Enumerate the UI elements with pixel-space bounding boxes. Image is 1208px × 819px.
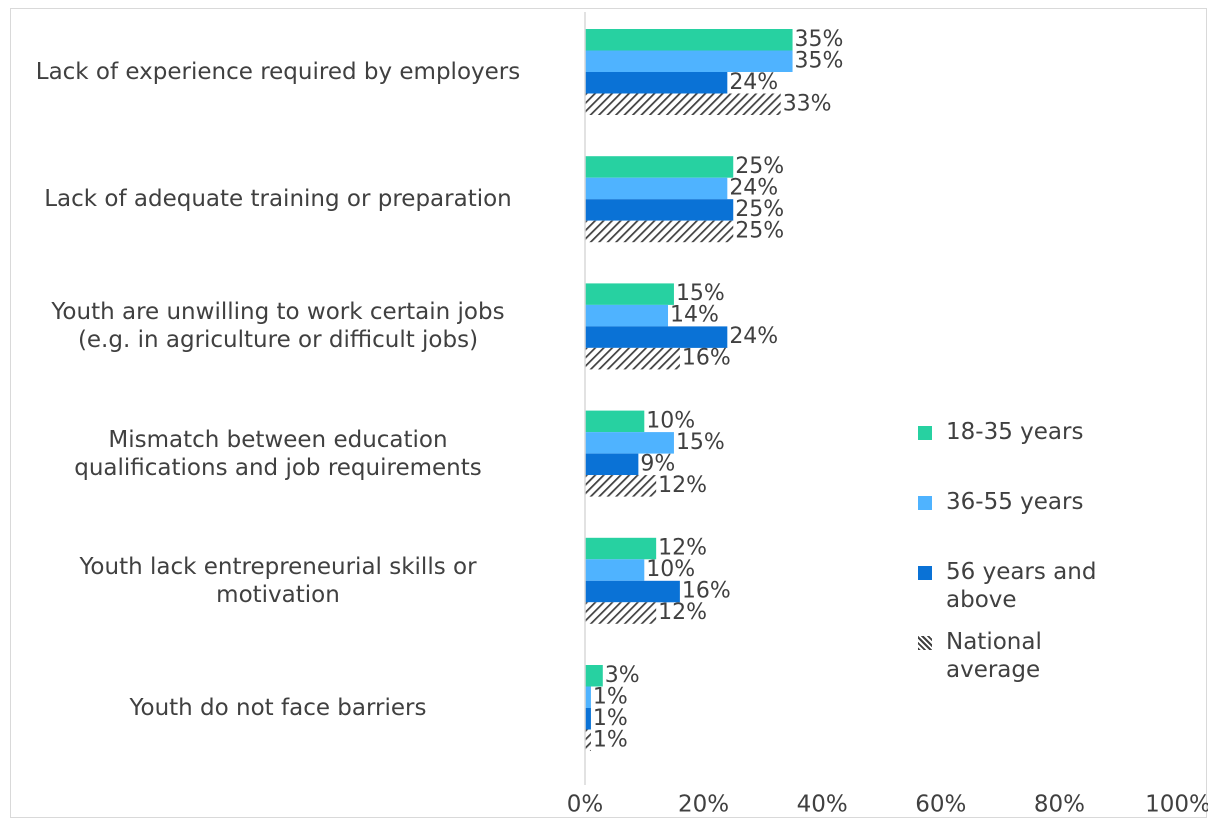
x-tick-label-80: 80% (1034, 792, 1085, 818)
bar-56-years-and-above-5 (585, 580, 680, 603)
bar-56-years-and-above-1 (585, 72, 728, 94)
category-label-line: qualifications and job requirements (74, 454, 482, 481)
value-label-national-average-5: 12% (658, 600, 707, 625)
value-labels-layer: 35%35%24%33%25%24%25%25%15%14%24%16%10%1… (593, 27, 844, 753)
value-label-18-35-years-6: 3% (605, 663, 640, 688)
bar-56-years-and-above-6 (585, 708, 591, 730)
category-label-line: Mismatch between education (108, 426, 448, 453)
bar-36-55-years-6 (585, 686, 591, 708)
legend-label-line: 56 years and (946, 559, 1097, 585)
x-tick-label-20: 20% (678, 792, 729, 818)
legend-item-18-35-years: 18-35 years (918, 418, 1083, 446)
legend-item-national-average: National average (918, 628, 1042, 684)
bar-36-55-years-5 (585, 559, 645, 581)
x-tick-label-40: 40% (797, 792, 848, 818)
legend-label-line: 18-35 years (946, 419, 1084, 445)
x-tick-label-100: 100% (1145, 792, 1208, 818)
value-label-36-55-years-6: 1% (593, 684, 628, 709)
value-label-national-average-4: 12% (658, 473, 707, 498)
category-label-6: Youth do not face barriers (0, 694, 558, 722)
bar-national-average-5 (585, 602, 657, 624)
value-label-18-35-years-3: 15% (676, 281, 725, 306)
category-label-3: Youth are unwilling to work certain jobs… (0, 298, 558, 354)
value-label-56-years-and-above-6: 1% (593, 706, 628, 731)
legend-swatch-56-years-and-above (918, 566, 932, 580)
value-label-national-average-3: 16% (682, 346, 731, 371)
value-label-18-35-years-5: 12% (658, 536, 707, 561)
bar-18-35-years-3 (585, 283, 674, 305)
value-label-36-55-years-2: 24% (729, 175, 778, 200)
chart-frame (10, 8, 1207, 818)
value-label-18-35-years-1: 35% (795, 27, 844, 52)
legend-label-line: 36-55 years (946, 489, 1084, 515)
category-label-1: Lack of experience required by employers (0, 58, 558, 86)
category-label-line: Youth do not face barriers (129, 695, 427, 721)
bar-national-average-6 (585, 729, 591, 751)
bar-36-55-years-1 (585, 50, 793, 72)
x-axis-ticks: 0% 20% 40% 60% 80% 100% (567, 792, 1208, 818)
bar-36-55-years-4 (585, 432, 674, 454)
category-label-line: Youth are unwilling to work certain jobs (51, 299, 505, 326)
category-label-5: Youth lack entrepreneurial skills or moti… (0, 553, 558, 609)
value-label-18-35-years-2: 25% (735, 154, 784, 179)
bar-36-55-years-3 (585, 304, 669, 327)
bar-18-35-years-6 (585, 665, 603, 687)
value-label-56-years-and-above-1: 24% (729, 70, 778, 95)
bar-national-average-2 (585, 220, 734, 243)
bar-56-years-and-above-4 (585, 453, 639, 476)
category-label-line: Lack of experience required by employers (35, 59, 521, 85)
value-label-56-years-and-above-3: 24% (729, 324, 778, 349)
legend-label-line: average (946, 657, 1041, 683)
x-tick-label-0: 0% (567, 792, 604, 818)
category-label-2: Lack of adequate training or preparation (0, 185, 558, 213)
bar-36-55-years-2 (585, 177, 728, 200)
legend-swatch-18-35-years (918, 426, 932, 440)
category-label-line: (e.g. in agriculture or difficult jobs) (77, 327, 479, 354)
bar-18-35-years-5 (585, 537, 657, 560)
value-label-18-35-years-4: 10% (646, 408, 695, 433)
value-label-national-average-1: 33% (783, 91, 832, 116)
bars-layer (585, 29, 793, 751)
value-label-56-years-and-above-2: 25% (735, 197, 784, 222)
category-label-4: Mismatch between education qualifications… (0, 426, 558, 482)
bar-national-average-1 (585, 93, 781, 115)
legend-label-line: above (946, 587, 1017, 613)
value-label-56-years-and-above-4: 9% (640, 451, 675, 476)
value-label-national-average-2: 25% (735, 218, 784, 243)
value-label-36-55-years-1: 35% (795, 48, 844, 73)
bar-56-years-and-above-2 (585, 199, 734, 221)
bar-national-average-4 (585, 475, 657, 497)
category-label-line: Lack of adequate training or preparation (44, 186, 512, 213)
value-label-36-55-years-3: 14% (670, 303, 719, 328)
value-label-national-average-6: 1% (593, 727, 628, 752)
legend-swatch-national-average (918, 636, 932, 650)
bar-national-average-3 (585, 347, 680, 370)
bar-18-35-years-1 (585, 29, 793, 51)
legend-item-56-years-and-above: 56 years and above (918, 558, 1096, 614)
x-tick-label-60: 60% (915, 792, 966, 818)
value-label-36-55-years-5: 10% (646, 557, 695, 582)
legend-item-36-55-years: 36-55 years (918, 488, 1083, 516)
category-label-line: motivation (216, 581, 340, 608)
bar-56-years-and-above-3 (585, 326, 728, 348)
bar-18-35-years-2 (585, 156, 734, 178)
value-label-36-55-years-4: 15% (676, 430, 725, 455)
value-label-56-years-and-above-5: 16% (682, 579, 731, 604)
bar-18-35-years-4 (585, 410, 645, 433)
legend-label-line: National (946, 629, 1042, 655)
category-label-line: Youth lack entrepreneurial skills or (79, 553, 477, 580)
legend-swatch-36-55-years (918, 496, 932, 510)
